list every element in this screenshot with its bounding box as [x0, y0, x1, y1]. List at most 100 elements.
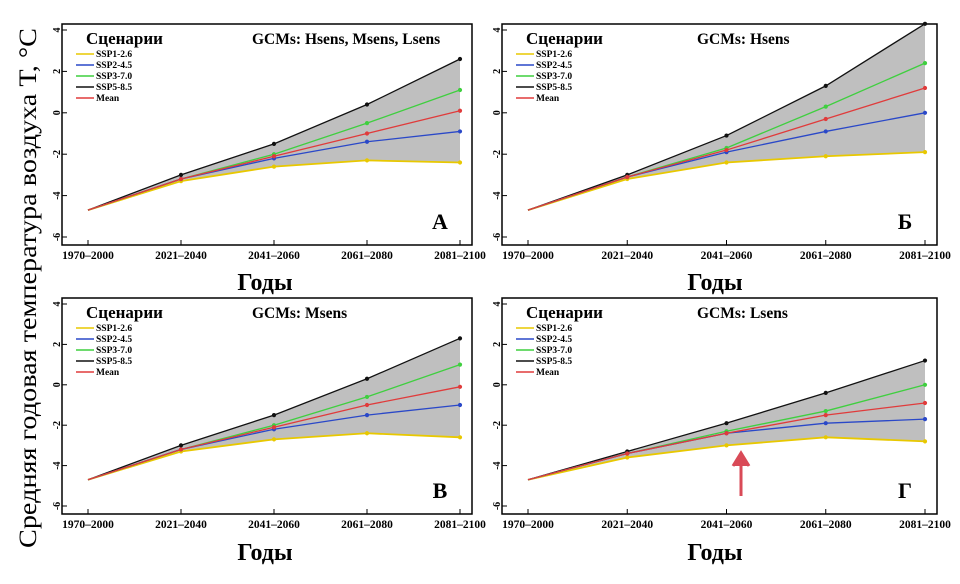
- legend-entry: SSP5-8.5: [96, 83, 132, 93]
- data-point-mean: [724, 431, 729, 436]
- plot-frame-c: [61, 297, 473, 515]
- y-tick-label: -6: [492, 233, 503, 241]
- data-point-ssp1-2-6: [823, 154, 828, 159]
- panel-letter: А: [432, 209, 448, 234]
- data-point-ssp2-4-5: [823, 421, 828, 426]
- legend-entry: SSP1-2.6: [536, 50, 572, 60]
- data-point-ssp5-8-5: [364, 376, 370, 381]
- x-tick-label: 2021–2040: [155, 519, 207, 531]
- data-point-ssp2-4-5: [457, 129, 463, 134]
- data-point-ssp1-2-6: [625, 455, 630, 460]
- y-tick-label: 4: [52, 28, 63, 33]
- x-tick-label: 1970–2000: [502, 519, 554, 531]
- x-tick-label: 2081–2100: [899, 250, 951, 262]
- data-point-ssp2-4-5: [823, 129, 828, 134]
- legend-entry: Mean: [96, 94, 120, 104]
- chart-a-svg: -6 -4 -2 0 2 4 1970–2000 2021–2040 2041–2060 2061…: [52, 23, 486, 262]
- data-point-ssp1-2-6: [724, 443, 729, 448]
- panel-title: GCMs: Msens: [252, 305, 347, 322]
- y-tick-label: 0: [52, 110, 63, 115]
- data-point-ssp1-2-6: [364, 431, 370, 436]
- x-tick-label: 2041–2060: [248, 519, 300, 531]
- y-axis-label-text: Средняя годовая температура воздуха Т, °…: [15, 28, 42, 548]
- data-point-ssp5-8-5: [922, 21, 928, 26]
- x-tick-label: 2061–2080: [341, 250, 393, 262]
- chart-panel-b: -6 -4 -2 0 2 4 1970–2000 2021–2040 2041–2060 2061…: [490, 18, 951, 273]
- data-point-ssp5-8-5: [823, 390, 828, 395]
- legend-entry: SSP2-4.5: [96, 335, 132, 345]
- x-tick-label: 2061–2080: [341, 519, 393, 531]
- data-point-mean: [271, 154, 277, 159]
- data-point-mean: [364, 402, 370, 408]
- data-point-ssp1-2-6: [823, 435, 828, 440]
- data-point-ssp5-8-5: [823, 83, 828, 88]
- y-tick-label: -4: [52, 461, 63, 469]
- x-tick-label: 2041–2060: [701, 250, 753, 262]
- data-point-ssp5-8-5: [271, 413, 277, 418]
- chart-panel-d: -6 -4 -2 0 2 4 1970–2000 2021–2040 2041–2060 2061…: [490, 292, 951, 542]
- panel-letter: Г: [898, 478, 912, 503]
- x-tick-label: 1970–2000: [502, 250, 554, 262]
- data-point-ssp1-2-6: [271, 437, 277, 442]
- data-point-ssp5-8-5: [457, 56, 463, 62]
- x-tick-label: 2041–2060: [248, 250, 300, 262]
- up-arrow-icon: [731, 450, 751, 496]
- x-tick-label: 2021–2040: [155, 250, 207, 262]
- data-point-ssp3-7-0: [457, 362, 463, 367]
- y-tick-label: 0: [492, 110, 503, 115]
- data-point-ssp3-7-0: [457, 87, 463, 93]
- data-point-mean: [625, 174, 630, 180]
- panel-title: GCMs: Hsens, Msens, Lsens: [252, 31, 440, 48]
- y-tick-label: -6: [492, 502, 503, 510]
- legend-entry: Mean: [536, 94, 560, 104]
- legend-entry: SSP3-7.0: [536, 72, 572, 82]
- y-tick-label: -4: [492, 461, 503, 469]
- data-point-mean: [922, 400, 928, 406]
- x-axis-label-a: Годы: [237, 270, 293, 296]
- data-point-ssp2-4-5: [364, 139, 370, 144]
- y-tick-label: 0: [492, 382, 503, 387]
- x-tick-label: 2041–2060: [701, 519, 753, 531]
- data-point-mean: [823, 413, 828, 418]
- data-point-mean: [271, 425, 277, 430]
- data-point-ssp5-8-5: [724, 133, 729, 138]
- y-tick-label: 4: [492, 302, 503, 307]
- data-point-ssp5-8-5: [724, 421, 729, 426]
- data-point-ssp3-7-0: [823, 104, 828, 109]
- data-point-ssp1-2-6: [922, 439, 928, 444]
- data-point-ssp1-2-6: [922, 150, 928, 155]
- y-tick-label: 4: [52, 302, 63, 307]
- data-point-mean: [178, 176, 184, 182]
- x-tick-label: 2061–2080: [800, 250, 852, 262]
- red-arrow-annotation: [730, 450, 752, 500]
- x-tick-label: 2081–2100: [434, 250, 486, 262]
- legend-entry: SSP2-4.5: [536, 61, 572, 71]
- y-tick-label: 2: [52, 342, 63, 347]
- x-tick-label: 2021–2040: [601, 519, 653, 531]
- y-tick-label: -2: [492, 421, 503, 429]
- y-tick-label: -2: [52, 421, 63, 429]
- data-point-ssp3-7-0: [922, 382, 928, 387]
- uncertainty-band: [528, 360, 925, 480]
- legend-entry: SSP2-4.5: [536, 335, 572, 345]
- y-tick-label: -4: [492, 191, 503, 199]
- panel-title: GCMs: Hsens: [697, 31, 790, 48]
- data-point-ssp1-2-6: [271, 164, 277, 169]
- data-point-ssp5-8-5: [364, 102, 370, 107]
- y-tick-label: 2: [492, 342, 503, 347]
- data-point-ssp2-4-5: [922, 417, 928, 422]
- data-point-mean: [823, 116, 828, 122]
- plot-frame-b: [501, 23, 938, 246]
- legend-entry: SSP3-7.0: [536, 346, 572, 356]
- legend-entry: SSP5-8.5: [96, 357, 132, 367]
- data-point-ssp5-8-5: [178, 443, 184, 448]
- y-tick-label: -2: [492, 150, 503, 158]
- x-tick-label: 2081–2100: [434, 519, 486, 531]
- y-axis-label: Средняя годовая температура воздуха Т, °…: [2, 0, 46, 579]
- chart-c-svg: -6 -4 -2 0 2 4 1970–2000 2021–2040 2041–2060 2061…: [52, 297, 486, 531]
- legend-entry: SSP1-2.6: [96, 324, 132, 334]
- data-point-ssp3-7-0: [364, 121, 370, 126]
- legend-entry: SSP3-7.0: [96, 346, 132, 356]
- data-point-ssp5-8-5: [178, 172, 184, 177]
- uncertainty-band: [88, 58, 460, 211]
